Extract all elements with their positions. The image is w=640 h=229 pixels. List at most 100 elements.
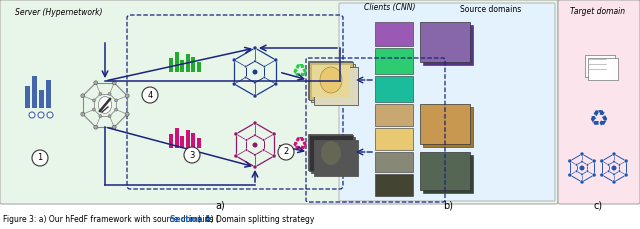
Circle shape: [108, 114, 111, 117]
Circle shape: [580, 180, 584, 184]
FancyBboxPatch shape: [0, 0, 558, 204]
Bar: [309, 62, 353, 100]
Text: 3: 3: [189, 150, 195, 160]
Circle shape: [624, 159, 628, 163]
Bar: [311, 64, 355, 102]
Circle shape: [253, 69, 257, 74]
Bar: [314, 140, 358, 176]
Bar: [169, 134, 173, 148]
Bar: [169, 58, 173, 72]
Circle shape: [253, 82, 256, 84]
Circle shape: [234, 154, 238, 158]
Text: Target domain: Target domain: [570, 7, 625, 16]
Circle shape: [272, 132, 276, 136]
Circle shape: [592, 173, 596, 177]
Circle shape: [612, 180, 616, 184]
Text: c): c): [593, 200, 603, 210]
Circle shape: [99, 93, 102, 95]
Circle shape: [29, 112, 35, 118]
Circle shape: [263, 76, 266, 79]
Text: 4: 4: [147, 90, 152, 99]
Text: ♻: ♻: [292, 64, 308, 82]
Bar: [46, 80, 51, 108]
Circle shape: [253, 142, 257, 147]
Circle shape: [47, 112, 53, 118]
Bar: [25, 86, 30, 108]
Circle shape: [262, 139, 265, 141]
Text: a): a): [215, 200, 225, 210]
Bar: [311, 137, 355, 173]
Bar: [39, 90, 44, 108]
Circle shape: [125, 94, 129, 98]
Bar: [375, 128, 413, 150]
Bar: [420, 22, 470, 62]
Circle shape: [38, 112, 44, 118]
Circle shape: [94, 81, 98, 85]
Bar: [196, 138, 201, 148]
Bar: [309, 135, 353, 171]
Circle shape: [232, 58, 236, 62]
Circle shape: [232, 82, 236, 86]
Bar: [588, 58, 618, 80]
Text: 1: 1: [37, 153, 43, 163]
Circle shape: [244, 76, 247, 79]
Text: Clients (CNN): Clients (CNN): [364, 3, 416, 12]
Circle shape: [81, 94, 85, 98]
Circle shape: [253, 60, 256, 63]
Circle shape: [262, 149, 265, 151]
Circle shape: [184, 147, 200, 163]
Bar: [423, 107, 473, 147]
Circle shape: [108, 93, 111, 95]
Circle shape: [575, 164, 578, 166]
Text: Server (Hypernetwork): Server (Hypernetwork): [15, 8, 102, 17]
Bar: [175, 128, 179, 148]
Circle shape: [274, 82, 278, 86]
Circle shape: [586, 164, 589, 166]
Circle shape: [607, 164, 610, 166]
Bar: [585, 55, 615, 77]
Circle shape: [612, 160, 615, 163]
Bar: [191, 57, 195, 72]
Bar: [180, 136, 184, 148]
Circle shape: [244, 65, 247, 68]
Bar: [32, 76, 37, 108]
Circle shape: [568, 159, 572, 163]
Text: ♻: ♻: [292, 137, 308, 155]
Circle shape: [575, 170, 578, 172]
Bar: [423, 25, 473, 65]
Bar: [180, 60, 184, 72]
Circle shape: [600, 173, 604, 177]
Circle shape: [115, 99, 118, 102]
Bar: [423, 155, 473, 193]
Bar: [375, 174, 413, 196]
Circle shape: [125, 112, 129, 116]
Bar: [308, 61, 352, 99]
Circle shape: [278, 144, 294, 160]
Bar: [308, 134, 352, 170]
Text: b): b): [443, 200, 453, 210]
Bar: [420, 152, 470, 190]
Circle shape: [115, 108, 118, 111]
Circle shape: [99, 114, 102, 117]
Bar: [191, 133, 195, 148]
Circle shape: [607, 170, 610, 172]
Circle shape: [612, 173, 615, 176]
Circle shape: [618, 164, 621, 166]
Circle shape: [568, 173, 572, 177]
Circle shape: [253, 154, 256, 156]
Bar: [375, 104, 413, 126]
Circle shape: [624, 173, 628, 177]
Circle shape: [600, 159, 604, 163]
Bar: [186, 130, 189, 148]
Ellipse shape: [320, 67, 342, 93]
FancyBboxPatch shape: [339, 3, 555, 201]
Circle shape: [272, 154, 276, 158]
Text: Figure 3: a) Our hFedF framework with source domains (: Figure 3: a) Our hFedF framework with so…: [3, 215, 219, 224]
Circle shape: [92, 108, 95, 111]
Bar: [375, 48, 413, 74]
Circle shape: [32, 150, 48, 166]
Circle shape: [245, 139, 248, 141]
Circle shape: [94, 125, 98, 129]
Bar: [420, 104, 470, 144]
Circle shape: [274, 58, 278, 62]
